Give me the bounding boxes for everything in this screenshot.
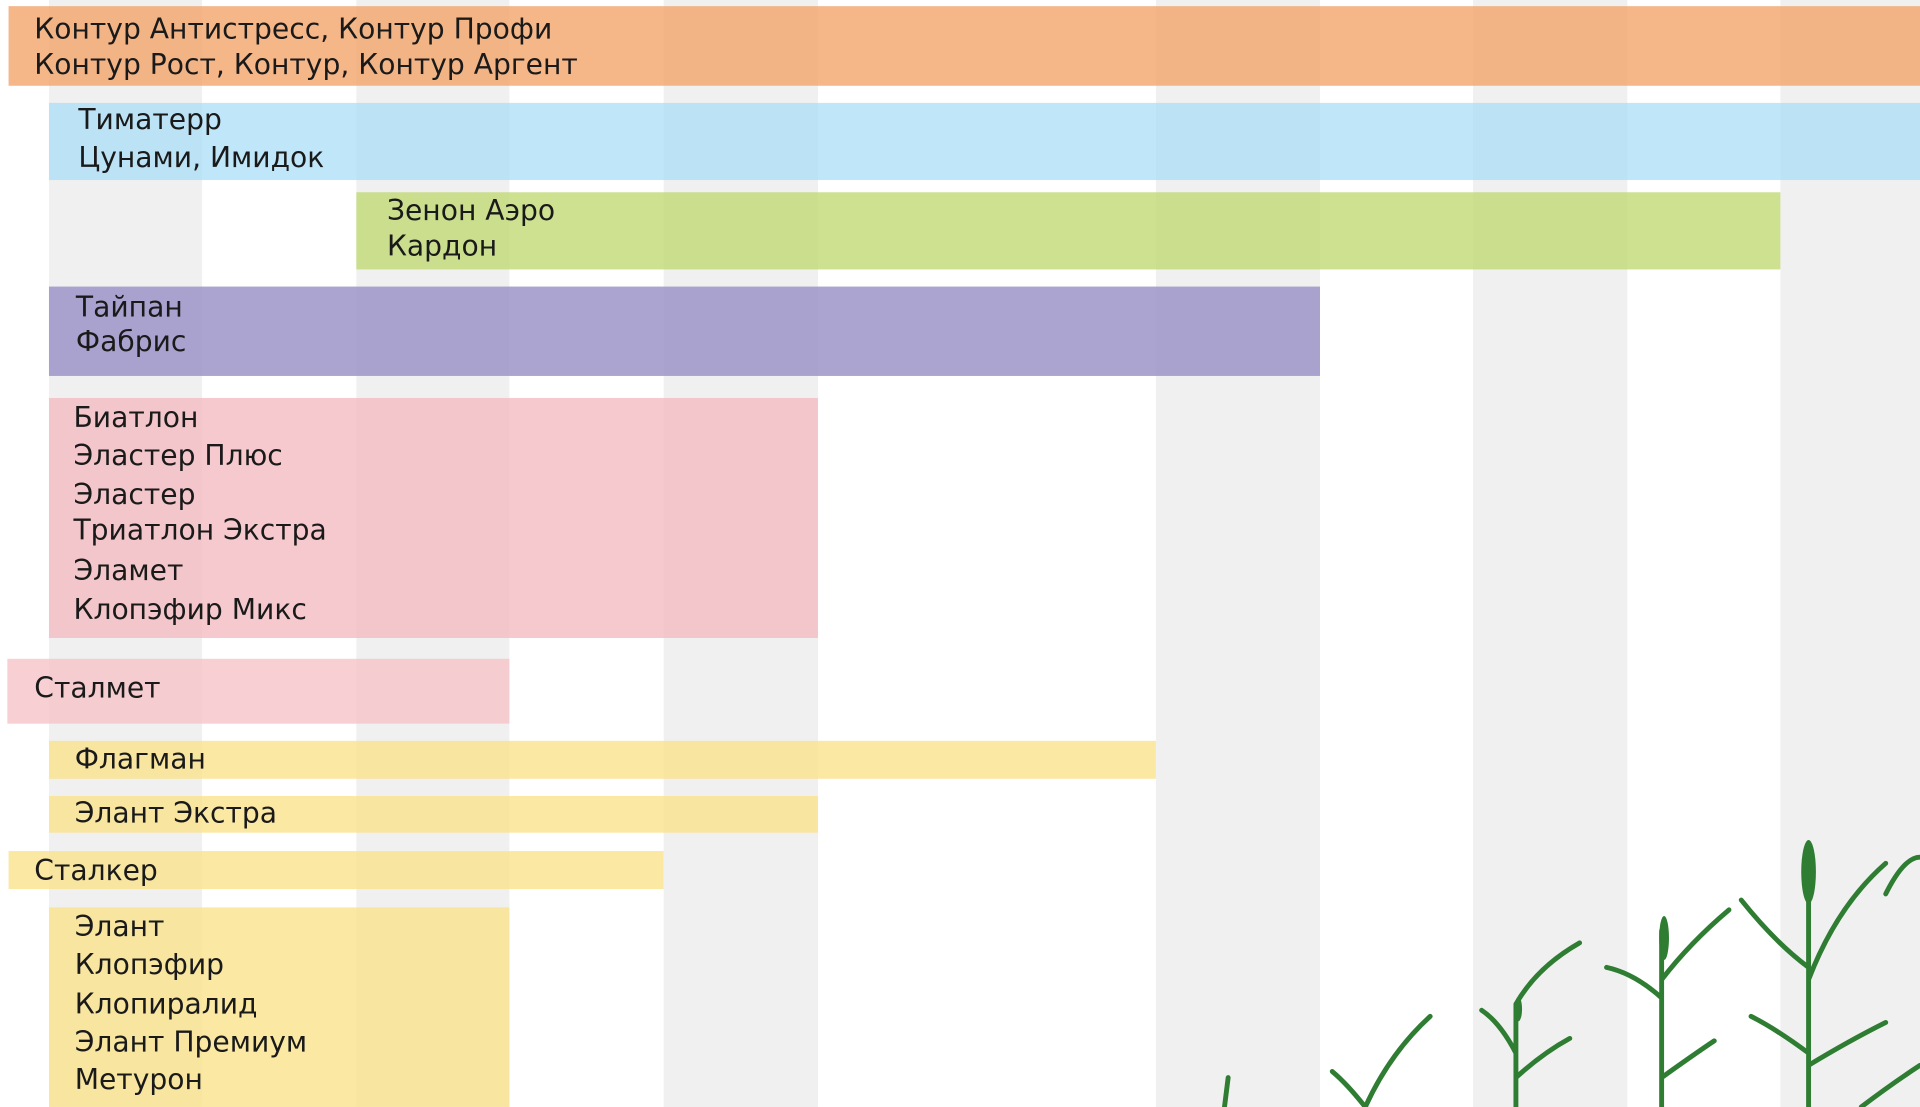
ear	[1515, 997, 1522, 1021]
bar-label: Контур Антистресс, Контур Профи	[34, 13, 552, 46]
bar-label: Эластер	[73, 478, 195, 511]
bar-label: Сталкер	[34, 854, 158, 887]
bar-label: Элант Премиум	[75, 1025, 307, 1058]
bar-label: Сталмет	[34, 671, 160, 704]
bar-label: Элант Экстра	[75, 796, 277, 829]
bar	[49, 741, 1156, 779]
bar-label: Биатлон	[73, 401, 198, 434]
bar-label: Флагман	[75, 742, 206, 775]
bar-label: Триатлон Экстра	[72, 513, 326, 546]
bar-label: Кардон	[387, 229, 497, 262]
bar-label: Тиматерр	[77, 103, 221, 136]
ear	[1801, 840, 1816, 904]
bar-label: Эламет	[73, 554, 183, 587]
bar	[49, 103, 1920, 180]
bar-label: Клопиралид	[75, 987, 258, 1020]
ear	[1659, 916, 1669, 960]
bar-label: Цунами, Имидок	[78, 141, 324, 174]
bar-label: Клопэфир Микс	[73, 593, 306, 626]
bar-label: Фабрис	[76, 325, 187, 358]
bar-label: Зенон Аэро	[387, 194, 555, 227]
bar-label: Тайпан	[75, 291, 183, 324]
bar	[356, 192, 1780, 269]
bar-label: Эластер Плюс	[73, 439, 282, 472]
bar	[49, 287, 1320, 376]
bar-label: Контур Рост, Контур, Контур Аргент	[34, 48, 578, 81]
bar-label: Клопэфир	[75, 948, 224, 981]
bar-label: Элант	[75, 910, 165, 943]
page: Контур Антистресс, Контур ПрофиКонтур Ро…	[0, 0, 1920, 1107]
diagram: Контур Антистресс, Контур ПрофиКонтур Ро…	[0, 0, 1920, 1107]
bar-label: Метурон	[75, 1063, 203, 1096]
